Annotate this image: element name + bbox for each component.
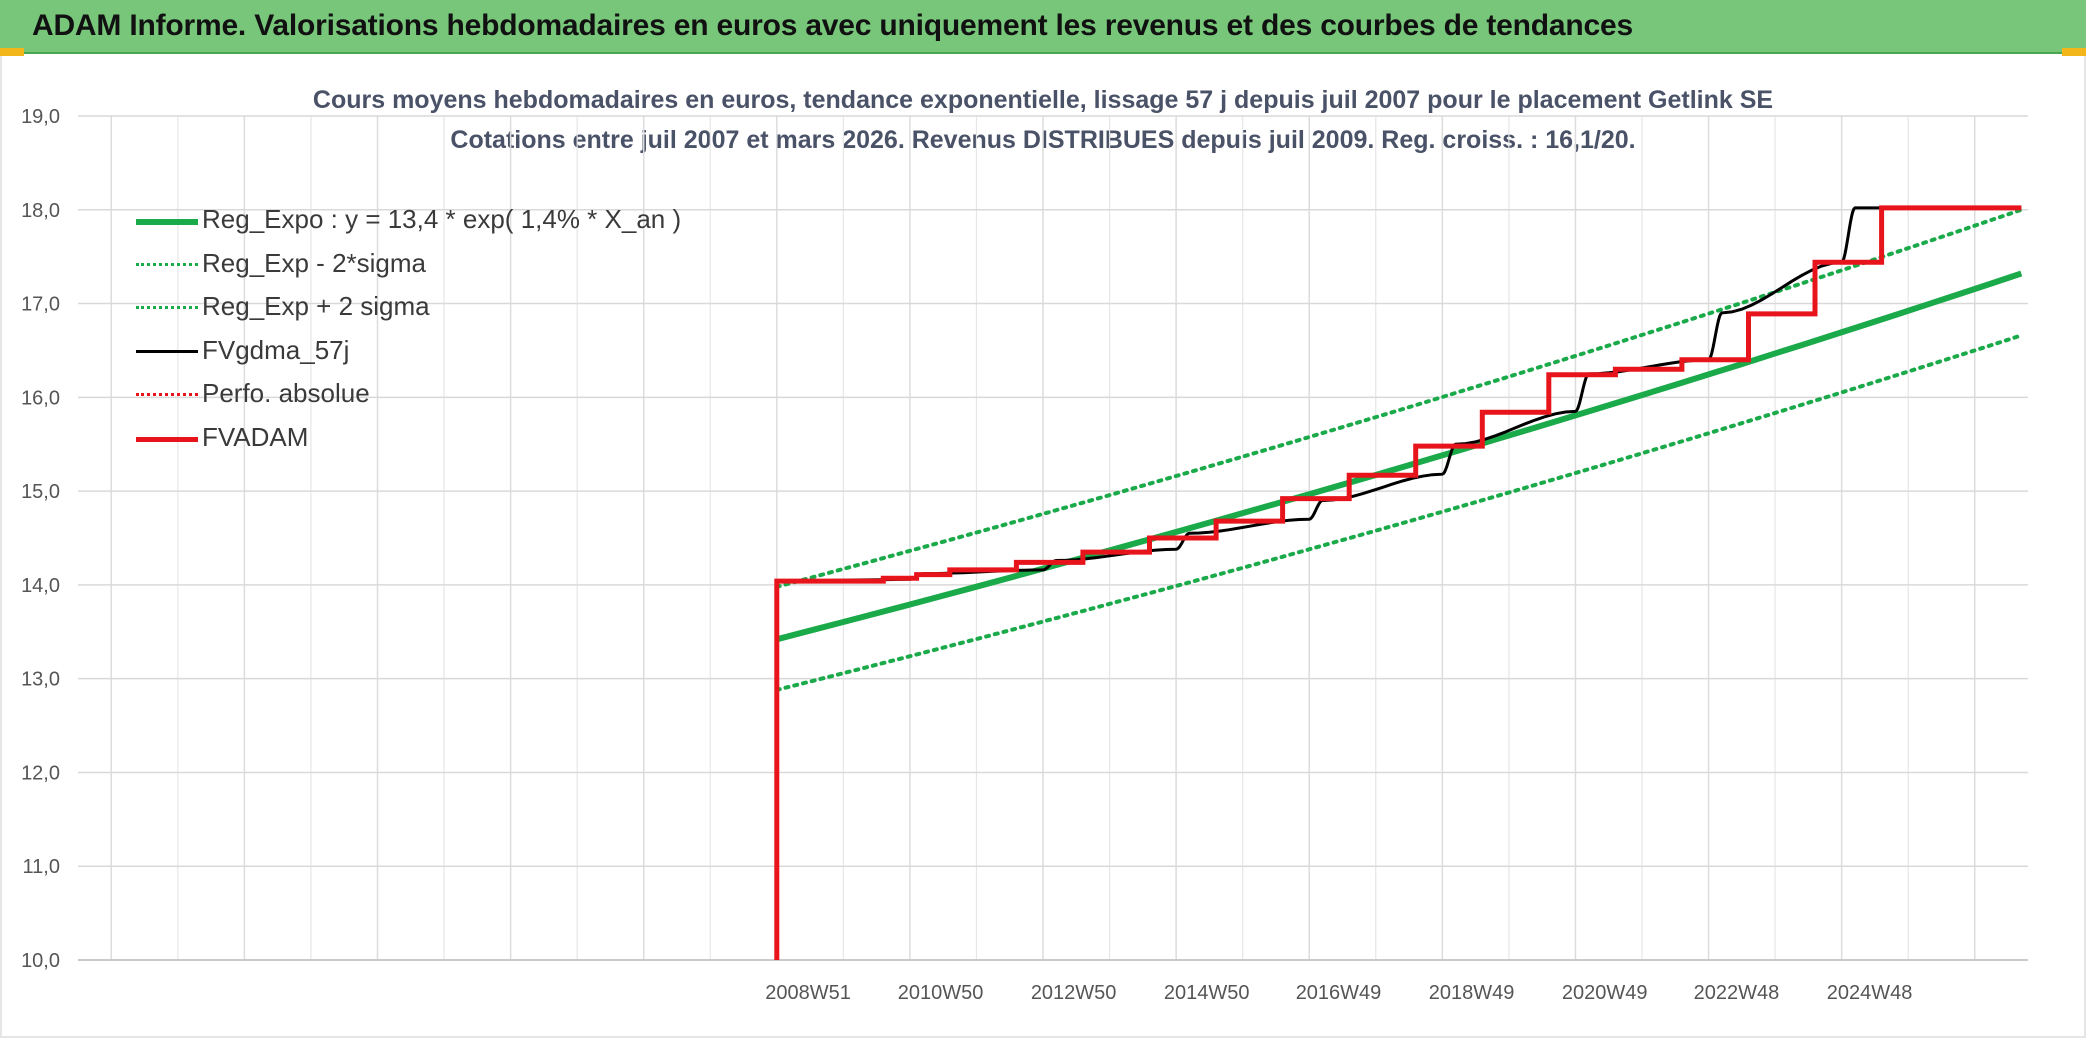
x-tick-label: 2022W48 [1694,982,1780,1004]
series-line-1 [774,333,2024,692]
report-banner: ADAM Informe. Valorisations hebdomadaire… [0,0,2086,54]
legend-swatch [136,219,198,225]
legend-label: Reg_Expo : y = 13,4 * exp( 1,4% * X_an ) [202,204,682,234]
x-tick-label: 2016W49 [1296,982,1382,1004]
x-tick-label: 2010W50 [898,982,984,1004]
legend-item: Perfo. absolue [136,378,696,422]
y-tick-label: 19,0 [21,106,60,128]
y-tick-label: 13,0 [21,669,60,691]
legend-swatch [136,436,198,442]
series-line-3 [776,206,2022,583]
legend-item: Reg_Exp - 2*sigma [136,248,696,292]
chart-legend: Reg_Expo : y = 13,4 * exp( 1,4% * X_an )… [136,204,696,465]
legend-item: Reg_Expo : y = 13,4 * exp( 1,4% * X_an ) [136,204,696,248]
legend-swatch [136,393,198,396]
banner-accent-right [2062,48,2086,56]
legend-label: Reg_Exp - 2*sigma [202,247,426,278]
y-tick-label: 18,0 [21,200,60,222]
y-tick-label: 10,0 [21,950,60,972]
legend-label: Perfo. absolue [202,378,370,408]
chart-title: Cours moyens hebdomadaires en euros, ten… [312,86,1774,114]
series-line-2 [774,207,2024,589]
series-line-5 [774,205,2022,960]
x-tick-label: 2018W49 [1429,982,1515,1004]
y-tick-label: 17,0 [21,294,60,316]
legend-label: FVgdma_57j [202,334,350,365]
x-tick-label: 2008W51 [765,982,851,1004]
banner-accent-left [0,48,24,56]
x-tick-label: 2014W50 [1164,982,1250,1004]
y-tick-label: 12,0 [21,762,60,784]
legend-item: FVADAM [136,422,696,466]
legend-swatch [136,349,198,353]
x-tick-label: 2012W50 [1031,982,1117,1004]
legend-label: FVADAM [202,421,309,452]
legend-label: Reg_Exp + 2 sigma [202,291,430,321]
series-line-0 [776,270,2023,643]
y-tick-label: 11,0 [23,856,60,878]
legend-item: FVgdma_57j [136,335,696,379]
x-tick-label: 2024W48 [1827,982,1913,1004]
y-tick-label: 16,0 [21,387,60,409]
y-tick-label: 15,0 [21,481,60,503]
y-tick-label: 14,0 [21,575,60,597]
x-tick-label: 2020W49 [1562,982,1648,1004]
legend-swatch [136,262,198,266]
report-title: ADAM Informe. Valorisations hebdomadaire… [32,9,1633,42]
legend-swatch [136,306,198,309]
legend-item: Reg_Exp + 2 sigma [136,291,696,335]
